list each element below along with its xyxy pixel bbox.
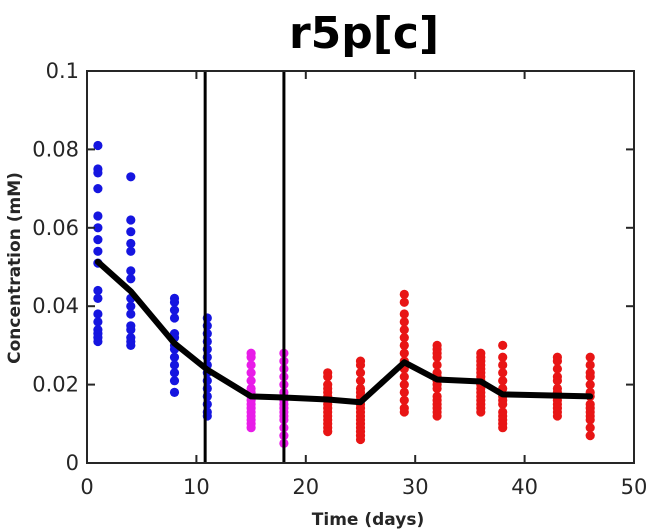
scatter-point: [432, 411, 442, 421]
scatter-point: [498, 399, 508, 409]
scatter-point: [552, 364, 563, 374]
scatter-point: [399, 340, 409, 350]
scatter-point: [93, 285, 103, 296]
scatter-point: [585, 380, 595, 390]
scatter-point: [498, 368, 508, 378]
scatter-point: [126, 274, 136, 284]
scatter-point: [498, 360, 508, 370]
scatter-point: [126, 309, 136, 319]
scatter-point: [399, 372, 409, 382]
scatter-point: [93, 168, 103, 178]
y-tick-label: 0.06: [32, 216, 79, 240]
scatter-point: [432, 360, 442, 370]
scatter-point: [126, 238, 136, 249]
scatter-point: [323, 372, 333, 382]
scatter-point: [93, 309, 103, 319]
scatter-point: [169, 313, 180, 323]
scatter-point: [126, 215, 136, 225]
scatter-point: [126, 340, 136, 350]
scatter-point: [169, 376, 180, 386]
scatter-point: [498, 340, 508, 350]
scatter-point: [399, 297, 409, 307]
scatter-point: [355, 360, 366, 370]
scatter-point: [585, 415, 595, 425]
scatter-point: [126, 266, 136, 276]
scatter-point: [93, 223, 103, 233]
chart-title: r5p[c]: [289, 8, 439, 59]
scatter-point: [476, 407, 486, 417]
scatter-point: [585, 423, 595, 433]
scatter-point: [126, 301, 136, 311]
scatter-point: [552, 356, 563, 366]
scatter-point: [498, 352, 508, 362]
x-tick-label: 50: [621, 475, 648, 499]
axes-box: [86, 70, 635, 464]
scatter-point: [169, 368, 180, 378]
y-tick-label: 0.1: [46, 59, 79, 83]
scatter-point: [399, 407, 409, 417]
x-tick-label: 10: [183, 475, 210, 499]
scatter-point: [355, 376, 366, 386]
y-tick-label: 0.08: [32, 137, 79, 161]
plot-area: 0 10 20 30 40 50 0 0.02 0.04 0.06 0.08 0.1: [32, 59, 647, 499]
y-axis-label: Concentration (mM): [5, 172, 25, 364]
scatter-point: [585, 352, 595, 362]
scatter-point: [399, 317, 409, 327]
scatter-point: [246, 368, 256, 378]
scatter-point: [498, 423, 508, 433]
scatter-point: [552, 376, 563, 386]
scatter-point: [93, 235, 103, 245]
scatter-point: [93, 211, 103, 221]
scatter-point: [399, 309, 409, 319]
mean-line-layer: [94, 258, 594, 406]
scatter-point: [355, 368, 366, 378]
scatter-point: [169, 387, 180, 397]
scatter-point: [498, 376, 508, 386]
scatter-point: [585, 360, 595, 370]
scatter-point: [399, 348, 409, 358]
x-tick-label: 20: [292, 475, 319, 499]
x-tick-label: 30: [402, 475, 429, 499]
scatter-point: [399, 395, 409, 405]
scatter-point: [399, 333, 409, 343]
scatter-point: [246, 376, 256, 386]
x-tick-label: 40: [511, 475, 538, 499]
y-tick-label: 0.02: [32, 373, 79, 397]
scatter-point: [169, 352, 180, 362]
scatter-point: [399, 325, 409, 335]
scatter-point: [246, 352, 256, 362]
scatter-point: [93, 140, 103, 151]
scatter-point: [552, 411, 563, 421]
scatter-point: [93, 336, 103, 347]
scatter-point: [169, 305, 180, 315]
scatter-point: [169, 297, 180, 307]
scatter-point: [126, 325, 136, 335]
scatter-point: [246, 423, 256, 433]
y-tick-label: 0: [66, 451, 79, 475]
scatter-point: [585, 431, 595, 441]
scatter-point: [169, 360, 180, 370]
scatter-point: [126, 246, 136, 256]
scatter-point: [323, 427, 333, 437]
scatter-point: [432, 352, 442, 362]
mean-line: [94, 258, 594, 406]
ticks-layer: 0 10 20 30 40 50 0 0.02 0.04 0.06 0.08 0.1: [32, 59, 647, 499]
scatter-point: [93, 293, 103, 303]
scatter-point: [246, 360, 256, 370]
scatter-point: [126, 172, 136, 182]
scatter-point: [399, 380, 409, 390]
scatter-point: [399, 289, 409, 299]
y-tick-label: 0.04: [32, 294, 79, 318]
scatter-point: [585, 372, 595, 382]
scatter-point: [355, 434, 366, 445]
scatter-point: [432, 383, 442, 394]
x-tick-label: 0: [80, 475, 93, 499]
scatter-point: [126, 227, 136, 237]
scatter-point: [399, 387, 409, 397]
scatter-point: [93, 184, 103, 194]
scatter-point: [93, 317, 103, 327]
x-axis-label: Time (days): [312, 510, 424, 530]
scatter-point: [93, 246, 103, 256]
